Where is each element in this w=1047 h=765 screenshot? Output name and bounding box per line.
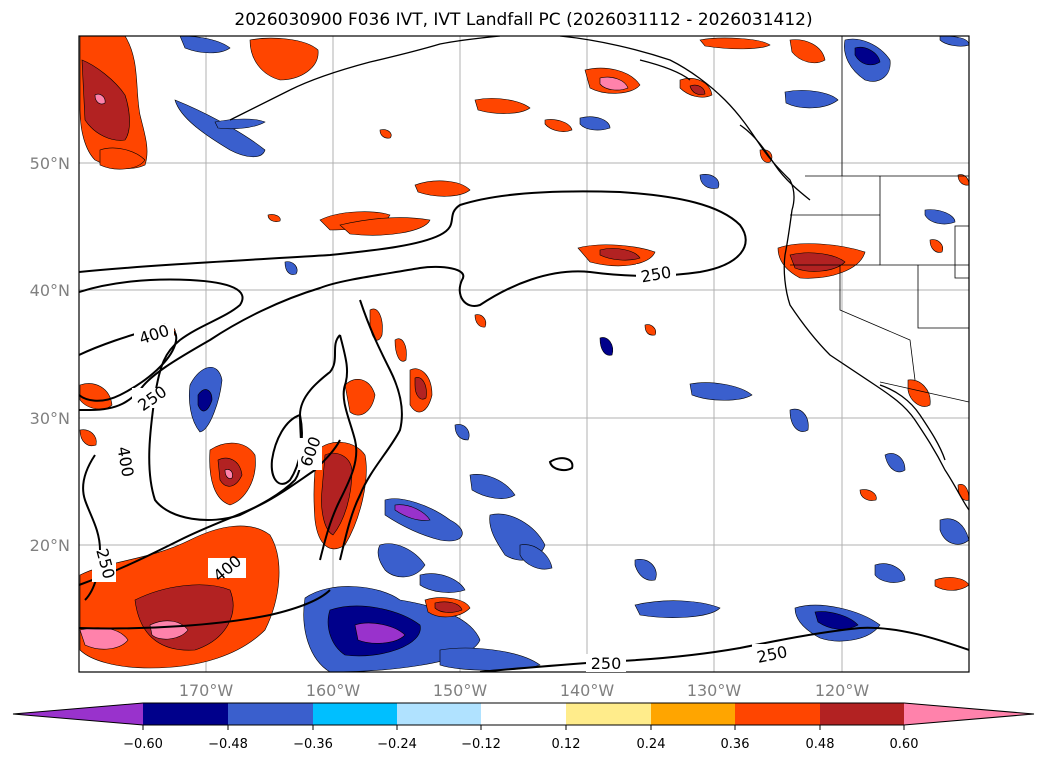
negative-pc-field (174, 36, 969, 672)
lon-label: 120°W (815, 681, 870, 700)
positive-pc-field (79, 36, 969, 669)
colorbar-segment (397, 703, 481, 725)
colorbar-tick-label: 0.36 (721, 737, 750, 752)
colorbar-tick-label: −0.24 (377, 737, 417, 752)
colorbar-segment (313, 703, 397, 725)
lon-label: 140°W (560, 681, 615, 700)
colorbar: −0.60 −0.48 −0.36 −0.24 −0.12 0.12 0.24 … (12, 702, 1035, 752)
colorbar-segment (228, 703, 313, 725)
map-title: 2026030900 F036 IVT, IVT Landfall PC (20… (234, 10, 813, 30)
colorbar-segment (481, 703, 566, 725)
coastlines (229, 36, 969, 511)
colorbar-segment (566, 703, 651, 725)
lat-label: 40°N (30, 281, 70, 300)
colorbar-extend-max (904, 703, 1034, 725)
contour-label: 250 (591, 654, 622, 673)
state-borders (790, 36, 969, 403)
colorbar-tick-label: 0.48 (806, 737, 835, 752)
colorbar-segment (143, 703, 228, 725)
map-border (78, 35, 970, 673)
colorbar-segment (651, 703, 735, 725)
ivt-contours (79, 190, 969, 672)
colorbar-extend-min (13, 703, 143, 725)
lat-label: 30°N (30, 409, 70, 428)
lon-label: 150°W (433, 681, 488, 700)
colorbar-tick-label: −0.12 (461, 737, 501, 752)
lon-label: 160°W (306, 681, 361, 700)
colorbar-segment (735, 703, 820, 725)
colorbar-tick-label: −0.60 (123, 737, 163, 752)
colorbar-tick-label: 0.24 (637, 737, 666, 752)
longitude-labels: 170°W 160°W 150°W 140°W 130°W 120°W (179, 681, 870, 700)
colorbar-tick-label: −0.36 (293, 737, 333, 752)
colorbar-tick-label: −0.48 (208, 737, 248, 752)
colorbar-tick-label: 0.12 (552, 737, 581, 752)
colorbar-segment (820, 703, 904, 725)
latitude-labels: 50°N 40°N 30°N 20°N (30, 154, 70, 555)
colorbar-tick-label: 0.60 (890, 737, 919, 752)
lat-label: 50°N (30, 154, 70, 173)
lat-label: 20°N (30, 536, 70, 555)
lon-label: 130°W (687, 681, 742, 700)
lon-label: 170°W (179, 681, 234, 700)
